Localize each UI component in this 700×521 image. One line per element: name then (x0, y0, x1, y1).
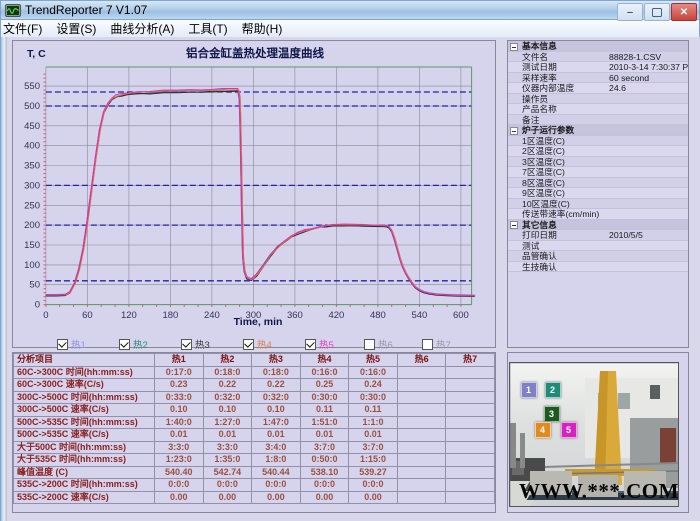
svg-text:Time, min: Time, min (234, 316, 283, 328)
svg-text:300: 300 (24, 180, 40, 191)
svg-text:铝合金缸盖热处理温度曲线: 铝合金缸盖热处理温度曲线 (186, 46, 324, 60)
svg-text:400: 400 (24, 141, 40, 152)
svg-text:360: 360 (287, 310, 303, 321)
svg-text:350: 350 (24, 161, 40, 172)
svg-text:120: 120 (121, 310, 137, 321)
svg-text:550: 550 (24, 81, 40, 92)
svg-text:180: 180 (162, 310, 178, 321)
svg-text:60: 60 (82, 310, 93, 321)
svg-text:420: 420 (328, 310, 344, 321)
svg-text:450: 450 (24, 121, 40, 132)
svg-text:200: 200 (24, 220, 40, 231)
svg-text:540: 540 (411, 310, 427, 321)
svg-text:240: 240 (204, 310, 220, 321)
svg-text:150: 150 (24, 240, 40, 251)
svg-text:500: 500 (24, 101, 40, 112)
svg-text:0: 0 (43, 310, 48, 321)
svg-text:250: 250 (24, 200, 40, 211)
svg-text:T, C: T, C (27, 48, 46, 60)
svg-text:600: 600 (453, 310, 469, 321)
svg-text:50: 50 (29, 280, 40, 291)
svg-text:480: 480 (370, 310, 386, 321)
svg-text:0: 0 (35, 300, 40, 311)
svg-text:100: 100 (24, 260, 40, 271)
